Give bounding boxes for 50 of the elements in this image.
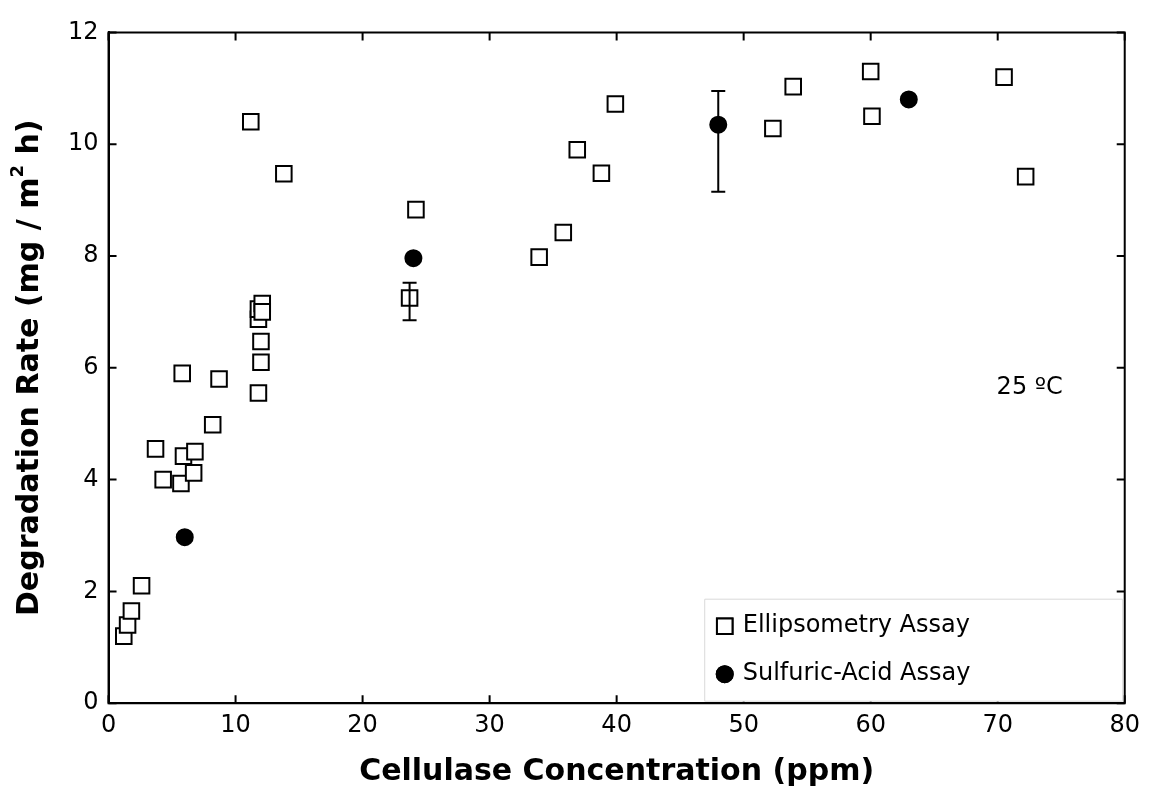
- legend-label: Ellipsometry Assay: [742, 610, 970, 639]
- y-tick-label: 8: [83, 240, 99, 269]
- point: [863, 107, 881, 126]
- point: [249, 384, 268, 402]
- point: [592, 164, 611, 183]
- point: [210, 370, 228, 388]
- x-tick-label: 80: [1109, 709, 1140, 738]
- x-tick-label: 20: [347, 709, 378, 738]
- point: [275, 165, 293, 183]
- point: [253, 303, 272, 321]
- x-tick-label: 10: [220, 709, 251, 738]
- y-tick-label: 6: [83, 352, 99, 381]
- point: [407, 200, 425, 219]
- x-tick-label: 50: [728, 709, 759, 738]
- y-tick-label: 2: [83, 575, 99, 604]
- point: [899, 90, 918, 109]
- point: [173, 364, 191, 383]
- point: [154, 470, 172, 489]
- x-tick-label: 60: [855, 709, 886, 738]
- point: [146, 440, 165, 458]
- point: [606, 95, 625, 113]
- x-tick-label: 40: [601, 709, 632, 738]
- x-tick-label: 70: [982, 709, 1013, 738]
- point: [175, 528, 194, 547]
- point: [568, 141, 587, 159]
- point: [404, 249, 423, 268]
- point: [530, 248, 548, 266]
- point: [554, 223, 573, 242]
- point: [252, 353, 270, 371]
- point: [784, 77, 802, 96]
- legend-label: Sulfuric-Acid Assay: [742, 658, 971, 687]
- point: [203, 416, 222, 434]
- annotation: 25 ºC: [996, 372, 1063, 401]
- point: [132, 577, 151, 595]
- point: [186, 442, 204, 461]
- point: [861, 62, 880, 81]
- y-tick-label: 0: [83, 687, 99, 716]
- point: [1016, 167, 1035, 186]
- y-tick-label: 4: [83, 463, 99, 492]
- point: [995, 68, 1013, 86]
- point: [252, 332, 270, 351]
- point: [184, 464, 203, 482]
- point: [122, 602, 141, 620]
- x-axis-title: Cellulase Concentration (ppm): [359, 751, 875, 787]
- point: [764, 119, 782, 138]
- y-tick-label: 12: [67, 16, 99, 45]
- x-tick-label: 30: [474, 709, 505, 738]
- y-axis-title: Degradation Rate (mg / m2 h): [5, 119, 45, 617]
- y-tick-label: 10: [67, 128, 99, 157]
- point: [242, 113, 260, 131]
